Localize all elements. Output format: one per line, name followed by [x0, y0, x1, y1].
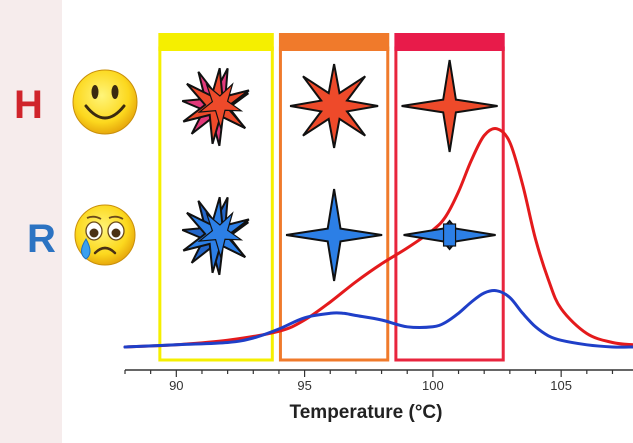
- x-axis: 90 95 100 105: [124, 369, 633, 393]
- blue-burst-star-icon: [181, 196, 250, 276]
- crying-face-icon: [74, 204, 136, 266]
- window-top-bar-1: [158, 33, 274, 51]
- x-tick-label: 100: [422, 378, 444, 393]
- x-axis-label: Temperature (°C): [290, 402, 443, 423]
- plot-area: [123, 127, 633, 349]
- row-label-h: H: [14, 83, 43, 127]
- star-icons: [181, 59, 498, 282]
- x-tick-label: 95: [297, 378, 311, 393]
- series-line-1: [123, 127, 633, 349]
- blue-flat-star-icon: [403, 219, 496, 251]
- series-line-2: [123, 289, 633, 349]
- tear-drop-icon: [81, 238, 91, 260]
- red-eight-point-star-icon: [289, 63, 379, 149]
- window-top-bar-3: [394, 33, 505, 51]
- temperature-windows: [158, 33, 505, 362]
- x-tick-label: 90: [169, 378, 183, 393]
- x-tick-label: 105: [550, 378, 572, 393]
- blue-four-point-star-icon: [285, 188, 383, 282]
- window-top-bar-2: [278, 33, 390, 51]
- red-four-point-star-icon: [401, 59, 498, 153]
- row-label-r: R: [27, 217, 56, 261]
- left-margin-strip: [0, 0, 62, 443]
- face-icons: [72, 69, 138, 266]
- red-burst-star-icon: [181, 67, 250, 147]
- happy-face-icon: [72, 69, 138, 135]
